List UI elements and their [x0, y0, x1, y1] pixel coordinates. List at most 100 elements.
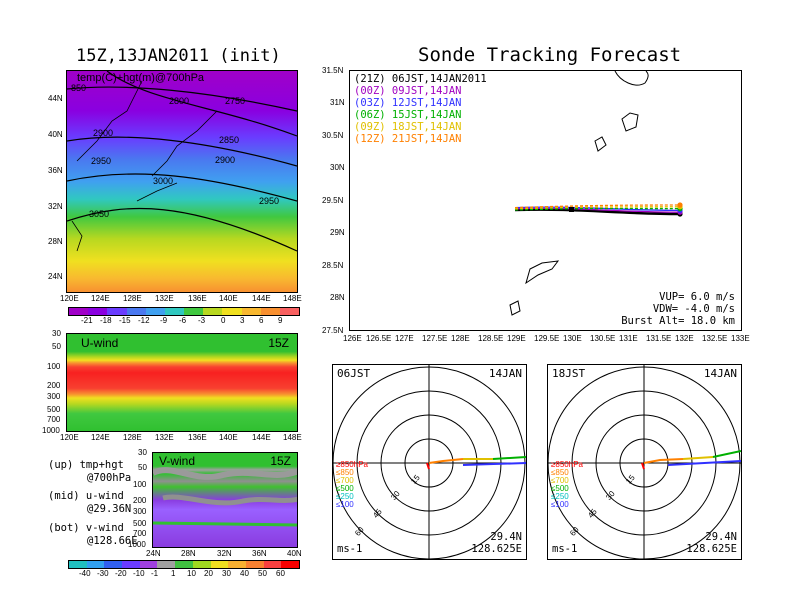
upper-map-label: temp(C)+hgt(m)@700hPa — [77, 72, 205, 84]
vwind-label: V-wind — [159, 454, 196, 468]
pressure-tick: 50 — [138, 463, 147, 472]
lat-tick: 30N — [330, 163, 345, 172]
lat-tick: 29.5N — [322, 196, 344, 205]
lon-tick: 129.5E — [534, 334, 560, 343]
level-item: ≤250 — [551, 492, 569, 501]
wind-colorbar — [68, 560, 300, 569]
level-item: ≤100 — [336, 500, 354, 509]
lon-tick: 128E — [451, 334, 470, 343]
hodograph-unit: ms-1 — [552, 543, 578, 555]
lon-tick: 140E — [219, 433, 238, 442]
vwind-time: 15Z — [270, 454, 291, 468]
legend-note-line: @700hPa — [87, 472, 132, 484]
level-item: ≤700 — [551, 476, 569, 485]
colorbar-label: 40 — [240, 569, 249, 578]
colorbar-label: -6 — [179, 316, 187, 325]
lon-tick: 132E — [155, 433, 174, 442]
temperature-height-map: 850 2800 2750 2900 2850 2950 2900 3000 2… — [66, 70, 298, 293]
launch-legend-item: (21Z) 06JST,14JAN2011 — [354, 73, 487, 85]
lat-tick: 28N — [330, 293, 345, 302]
colorbar-label: -1 — [151, 569, 159, 578]
sonde-parameter: VUP= 6.0 m/s — [659, 291, 735, 303]
lon-tick: 144E — [252, 294, 271, 303]
uwind-cross-section: U-wind 15Z — [66, 333, 298, 432]
lat-tick: 31.5N — [322, 66, 344, 75]
hodograph-time: 06JST — [337, 367, 371, 380]
lon-tick: 120E — [60, 294, 79, 303]
contour-label: 2750 — [225, 96, 245, 106]
launch-legend-item: (06Z) 15JST,14JAN — [354, 109, 462, 121]
lat-tick: 24N — [48, 272, 63, 281]
launch-legend-item: (00Z) 09JST,14JAN — [354, 85, 462, 97]
colorbar-label: 20 — [204, 569, 213, 578]
main-title: Sonde Tracking Forecast — [418, 44, 682, 66]
colorbar-label: 0 — [221, 316, 226, 325]
lat-tick: 28N — [181, 549, 196, 558]
sonde-parameters: VUP= 6.0 m/s VDW= -4.0 m/s Burst Alt= 18… — [621, 291, 735, 327]
level-item: ≤100 — [551, 500, 569, 509]
hodograph-right: 18JST 14JAN 29.4N 128.625E ms-1 15 30 45… — [547, 364, 742, 560]
lon-tick: 133E — [731, 334, 750, 343]
temperature-colorbar — [68, 307, 300, 316]
level-item: ≤250 — [336, 492, 354, 501]
contour-label: 2800 — [169, 96, 189, 106]
lon-tick: 126E — [343, 334, 362, 343]
sonde-track — [514, 204, 681, 209]
pressure-tick: 500 — [47, 405, 61, 414]
contour-label: 3000 — [153, 176, 173, 186]
lon-tick: 129E — [507, 334, 526, 343]
contour-label: 3050 — [89, 209, 109, 219]
hodograph-lat: 29.4N — [705, 531, 737, 543]
hodograph-date: 14JAN — [703, 367, 737, 380]
lon-tick: 131E — [619, 334, 638, 343]
hodograph-lon: 128.625E — [471, 543, 522, 555]
lon-tick: 120E — [60, 433, 79, 442]
lat-tick: 36N — [252, 549, 267, 558]
sonde-track — [514, 206, 681, 210]
pressure-level-legend: ≥850hPa ≤850 ≤700 ≤500 ≤250 ≤100 — [551, 461, 583, 509]
hodograph-unit: ms-1 — [337, 543, 363, 555]
colorbar-label: -9 — [160, 316, 168, 325]
lat-tick: 28N — [48, 237, 63, 246]
lon-tick: 148E — [283, 433, 302, 442]
pressure-tick: 100 — [133, 480, 147, 489]
colorbar-label: 10 — [187, 569, 196, 578]
burst-marker — [569, 207, 574, 212]
lon-tick: 126.5E — [366, 334, 392, 343]
pressure-tick: 700 — [47, 415, 61, 424]
vwind-cross-section: V-wind 15Z — [152, 452, 298, 548]
colorbar-label: -15 — [119, 316, 131, 325]
pressure-tick: 700 — [133, 529, 147, 538]
pressure-tick: 100 — [47, 362, 61, 371]
lat-tick: 24N — [146, 549, 161, 558]
launch-legend-item: (12Z) 21JST,14JAN — [354, 133, 462, 145]
legend-note-line: @128.66E — [87, 535, 138, 547]
colorbar-label: 6 — [259, 316, 264, 325]
contour-labels: 850 2800 2750 2900 2850 2950 2900 3000 2… — [71, 83, 279, 219]
colorbar-label: -21 — [81, 316, 93, 325]
level-item: ≤500 — [336, 484, 354, 493]
sonde-endpoint — [677, 202, 683, 208]
sonde-parameter: Burst Alt= 18.0 km — [621, 315, 735, 327]
coastlines — [509, 71, 649, 316]
lat-tick: 27.5N — [322, 326, 344, 335]
contour-label: 2900 — [215, 155, 235, 165]
lat-tick: 31N — [330, 98, 345, 107]
legend-note-line: (mid) u-wind — [48, 490, 124, 502]
lat-tick: 36N — [48, 166, 63, 175]
colorbar-label: 1 — [171, 569, 176, 578]
pressure-tick: 1000 — [128, 540, 146, 549]
lat-tick: 32N — [48, 202, 63, 211]
lon-tick: 136E — [188, 294, 207, 303]
colorbar-label: 50 — [258, 569, 267, 578]
lon-tick: 136E — [188, 433, 207, 442]
launch-legend-item: (09Z) 18JST,14JAN — [354, 121, 462, 133]
lat-tick: 44N — [48, 94, 63, 103]
pressure-tick: 200 — [133, 496, 147, 505]
hodograph-date: 14JAN — [488, 367, 522, 380]
colorbar-label: -40 — [79, 569, 91, 578]
lon-tick: 128.5E — [478, 334, 504, 343]
colorbar-label: -10 — [133, 569, 145, 578]
lat-tick: 28.5N — [322, 261, 344, 270]
lon-tick: 124E — [91, 433, 110, 442]
